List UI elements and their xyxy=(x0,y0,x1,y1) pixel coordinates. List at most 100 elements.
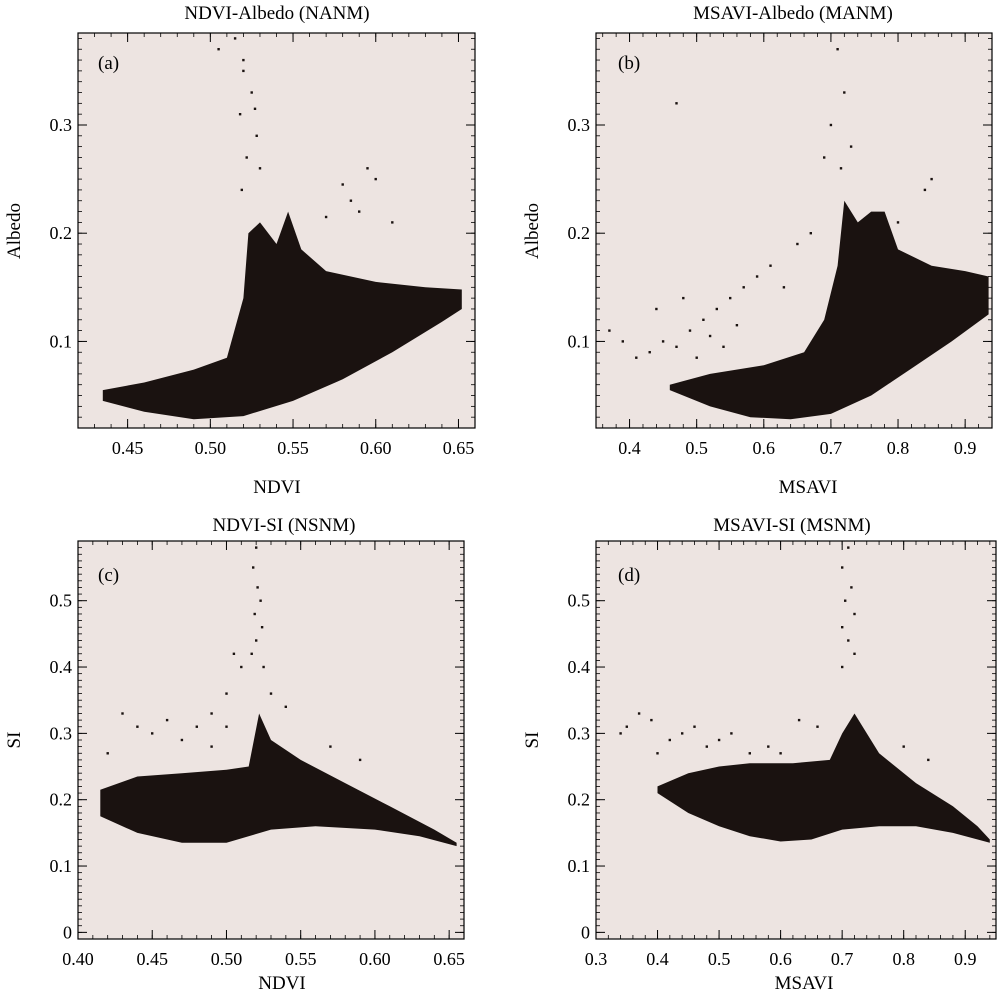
scatter-point xyxy=(136,725,139,728)
scatter-marks xyxy=(608,48,989,420)
scatter-point xyxy=(675,345,678,348)
scatter-marks xyxy=(619,546,990,843)
scatter-point xyxy=(341,183,344,186)
scatter-point xyxy=(358,758,362,762)
scatter-point xyxy=(269,692,273,695)
x-tick-label: 0.40 xyxy=(62,949,94,969)
scatter-point xyxy=(816,725,819,728)
y-tick-label: 0.2 xyxy=(50,223,73,243)
scatter-point xyxy=(210,745,213,748)
scatter-point xyxy=(902,745,905,748)
chart-title: MSAVI-Albedo (MANM) xyxy=(693,3,893,24)
scatter-point xyxy=(843,91,846,94)
y-tick-label: 0.3 xyxy=(50,115,73,135)
panel-letter: (d) xyxy=(618,565,640,586)
scatter-point xyxy=(847,639,850,642)
y-tick-label: 0.2 xyxy=(568,223,591,243)
scatter-point xyxy=(374,177,377,181)
x-tick-label: 0.4 xyxy=(646,949,669,969)
scatter-point xyxy=(656,752,659,755)
panel-msavi-si: MSAVI-SI (MSNM) 0.3 0.4 0.5 0.6 0.7 0.8 0.900.… xyxy=(522,515,997,994)
y-tick-label: 0.1 xyxy=(50,856,73,876)
scatter-point xyxy=(927,758,930,762)
scatter-point xyxy=(782,286,786,289)
dense-point-cloud xyxy=(100,713,457,847)
panel-ndvi-si: NDVI-SI (NSNM) 0.40 0.45 0.50 0.55 0.60 0.650… xyxy=(4,515,465,994)
scatter-point xyxy=(262,665,265,669)
scatter-point xyxy=(809,232,812,235)
chart-title: NDVI-Albedo (NANM) xyxy=(184,3,369,24)
dense-point-cloud xyxy=(102,211,462,420)
axes: 0.45 0.50 0.55 0.60 0.65 0.1 0.2 0.3 xyxy=(50,33,476,458)
x-axis-label: MSAVI xyxy=(779,477,838,498)
x-tick-label: 0.7 xyxy=(820,438,843,458)
scatter-point xyxy=(180,738,184,742)
y-tick-label: 0.2 xyxy=(50,790,73,810)
y-tick-label: 0.5 xyxy=(568,591,591,611)
x-tick-label: 0.9 xyxy=(954,949,977,969)
y-axis-label: SI xyxy=(522,732,543,749)
x-tick-label: 0.50 xyxy=(195,438,227,458)
y-axis-label: SI xyxy=(4,732,25,749)
scatter-point xyxy=(284,705,287,708)
scatter-point xyxy=(238,113,242,116)
scatter-point xyxy=(253,107,257,110)
scatter-point xyxy=(242,69,245,73)
scatter-point xyxy=(693,725,696,728)
x-tick-label: 0.65 xyxy=(443,438,475,458)
scatter-point xyxy=(165,718,169,722)
panel-letter: (c) xyxy=(98,565,119,586)
scatter-point xyxy=(619,732,622,735)
scatter-point xyxy=(252,566,255,569)
scatter-point xyxy=(260,626,264,629)
scatter-point xyxy=(258,167,262,170)
x-tick-label: 0.60 xyxy=(360,438,392,458)
scatter-point xyxy=(240,188,243,192)
scatter-point xyxy=(106,752,109,755)
x-axis-label: NDVI xyxy=(258,973,306,994)
scatter-point xyxy=(358,210,361,213)
y-tick-label: 0.3 xyxy=(50,723,73,743)
scatter-point xyxy=(896,221,900,224)
scatter-point xyxy=(253,612,256,616)
x-tick-label: 0.6 xyxy=(769,949,792,969)
y-tick-label: 0.2 xyxy=(568,790,591,810)
x-tick-label: 0.55 xyxy=(277,438,309,458)
scatter-point xyxy=(608,329,611,332)
y-tick-label: 0 xyxy=(581,922,590,942)
panel-letter: (b) xyxy=(618,53,640,74)
scatter-point xyxy=(259,599,262,602)
scatter-point xyxy=(705,745,708,748)
y-axis-label: Albedo xyxy=(522,203,543,259)
x-tick-label: 0.4 xyxy=(618,438,641,458)
scatter-point xyxy=(650,718,653,722)
x-tick-label: 0.5 xyxy=(685,438,708,458)
scatter-point xyxy=(255,134,258,137)
scatter-point xyxy=(695,356,698,359)
y-tick-label: 0 xyxy=(63,922,72,942)
scatter-point xyxy=(637,712,641,715)
scatter-point xyxy=(682,296,685,300)
scatter-point xyxy=(844,599,847,602)
chart-title: MSAVI-SI (MSNM) xyxy=(713,515,870,536)
axes: 0.40 0.45 0.50 0.55 0.60 0.65 0 0.1 0.2 0.3 0.4 0.5 xyxy=(50,540,465,969)
scatter-point xyxy=(796,242,799,246)
scatter-point xyxy=(232,652,236,655)
scatter-point xyxy=(250,652,253,655)
plot-frame xyxy=(595,32,993,429)
scatter-point xyxy=(255,546,258,549)
scatter-point xyxy=(849,145,853,148)
scatter-point xyxy=(708,334,712,338)
scatter-point xyxy=(324,215,328,219)
y-tick-label: 0.4 xyxy=(50,657,73,677)
scatter-point xyxy=(779,752,782,755)
scatter-point xyxy=(675,102,678,105)
x-tick-label: 0.55 xyxy=(285,949,317,969)
y-tick-label: 0.1 xyxy=(50,331,73,351)
scatter-point xyxy=(391,221,394,224)
scatter-point xyxy=(823,156,826,159)
scatter-point xyxy=(730,732,733,735)
scatter-point xyxy=(245,156,248,159)
scatter-point xyxy=(210,712,213,715)
